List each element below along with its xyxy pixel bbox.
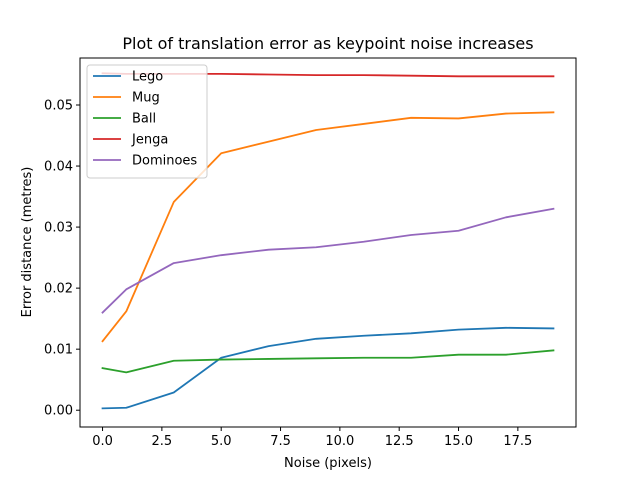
legend-label-lego: Lego [132, 70, 163, 85]
y-tick-label: 0.01 [44, 343, 73, 358]
y-axis-ticks: 0.00 0.01 0.02 0.03 0.04 0.05 [44, 99, 80, 419]
x-tick-label: 15.0 [444, 434, 473, 449]
legend-label-jenga: Jenga [131, 133, 168, 148]
legend-box [86, 64, 208, 179]
y-tick-label: 0.03 [44, 221, 73, 236]
x-axis-ticks: 0.0 2.5 5.0 7.5 10.0 12.5 15.0 17.5 [92, 427, 532, 449]
series-line-ball [101, 349, 555, 374]
legend-label-mug: Mug [132, 91, 160, 106]
series-line-lego [101, 326, 555, 410]
x-axis-label: Noise (pixels) [284, 456, 372, 471]
x-tick-label: 0.0 [92, 434, 113, 449]
x-tick-label: 7.5 [270, 434, 291, 449]
y-tick-label: 0.05 [44, 99, 73, 114]
y-tick-label: 0.02 [44, 282, 73, 297]
x-tick-label: 12.5 [385, 434, 414, 449]
legend-label-dominoes: Dominoes [132, 154, 197, 169]
series-line-mug [101, 111, 555, 343]
legend-label-ball: Ball [132, 112, 156, 127]
x-tick-label: 17.5 [503, 434, 532, 449]
axes-frame [79, 57, 577, 428]
series-line-dominoes [101, 207, 555, 314]
x-tick-label: 2.5 [152, 434, 173, 449]
y-axis-label: Error distance (metres) [20, 167, 35, 318]
y-tick-label: 0.00 [44, 404, 73, 419]
legend: Lego Mug Ball Jenga Dominoes [86, 64, 208, 179]
x-tick-label: 10.0 [325, 434, 354, 449]
chart-title: Plot of translation error as keypoint no… [122, 34, 533, 53]
x-tick-label: 5.0 [211, 434, 232, 449]
y-tick-label: 0.04 [44, 160, 73, 175]
